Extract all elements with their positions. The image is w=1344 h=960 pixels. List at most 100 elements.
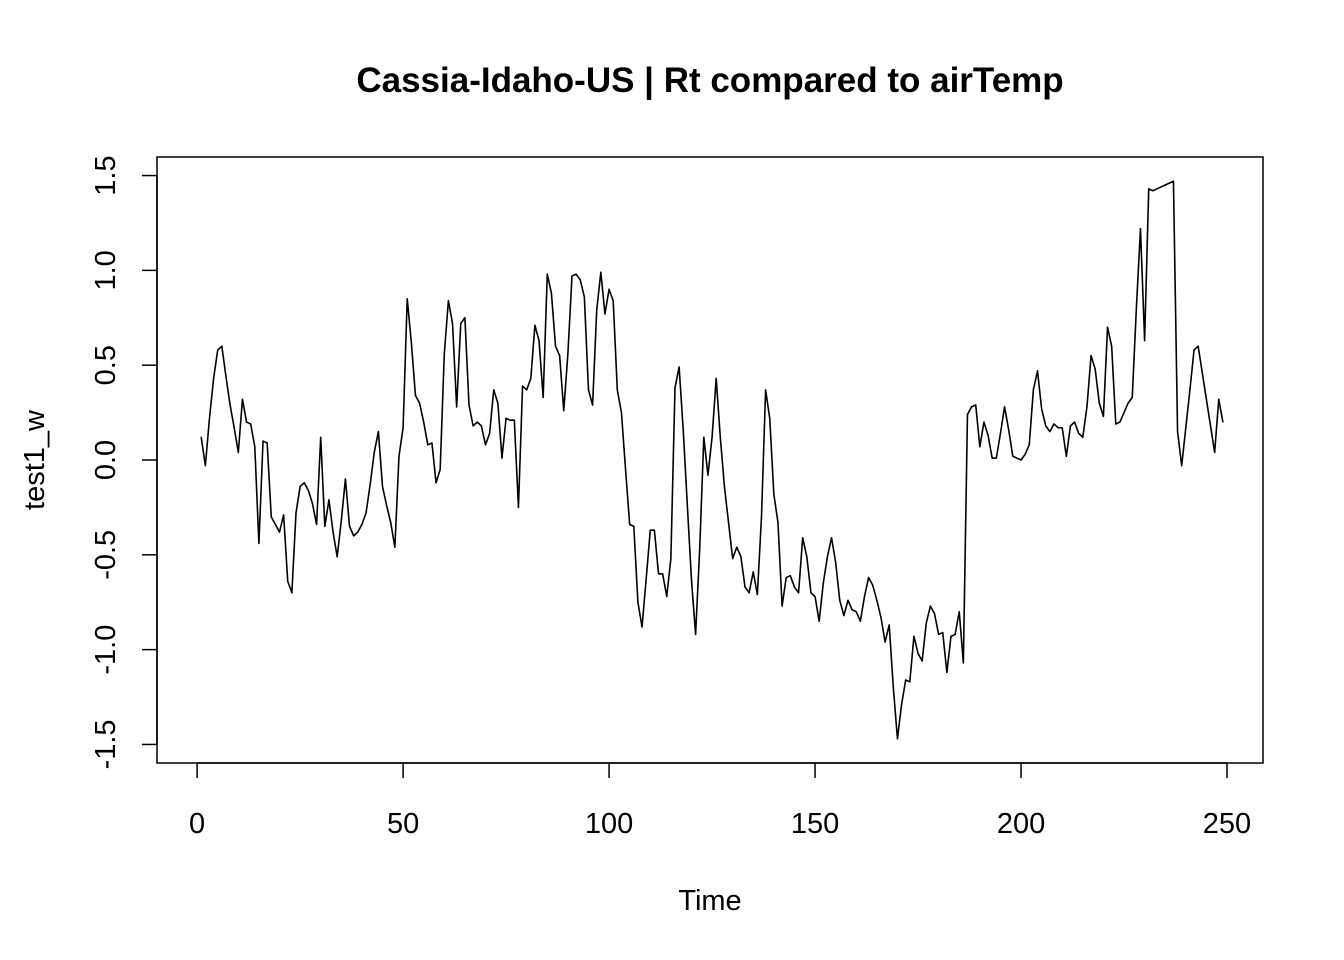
- data-point: [583, 296, 585, 298]
- data-point: [641, 626, 643, 628]
- data-point: [538, 339, 540, 342]
- data-point: [851, 609, 853, 611]
- data-point: [670, 558, 672, 560]
- data-point: [818, 620, 820, 622]
- data-point: [1127, 402, 1129, 404]
- data-point: [262, 440, 264, 442]
- data-point: [1094, 368, 1096, 370]
- data-point: [563, 410, 565, 412]
- data-point: [579, 279, 581, 281]
- data-point: [340, 520, 342, 522]
- y-axis-label: test1_w: [19, 409, 51, 510]
- data-point: [451, 322, 454, 325]
- x-axis: 0 50 100 150 200 250: [189, 762, 1251, 840]
- data-point: [439, 468, 441, 471]
- data-point: [1106, 326, 1109, 328]
- data-point: [662, 573, 664, 575]
- data-point: [723, 485, 726, 488]
- data-point: [880, 616, 882, 619]
- data-point: [1139, 228, 1142, 230]
- data-point: [678, 366, 680, 368]
- data-point: [740, 556, 742, 558]
- data-point: [954, 633, 956, 636]
- data-point: [596, 309, 598, 311]
- data-point: [414, 394, 417, 397]
- data-point: [859, 620, 861, 622]
- data-point: [962, 662, 964, 664]
- data-point: [1041, 408, 1043, 410]
- data-point: [468, 404, 470, 406]
- y-tick-label: 0.0: [90, 440, 122, 480]
- data-point: [1185, 427, 1187, 429]
- data-point: [711, 436, 713, 438]
- data-point: [402, 427, 404, 429]
- data-point: [736, 546, 738, 548]
- data-point: [1061, 427, 1063, 429]
- data-point: [311, 503, 314, 505]
- data-point: [822, 582, 824, 584]
- data-point: [855, 611, 857, 613]
- data-point: [637, 601, 639, 603]
- data-point: [975, 404, 977, 406]
- data-point: [797, 592, 800, 594]
- data-point: [546, 273, 548, 275]
- data-point: [1032, 389, 1034, 391]
- data-point: [810, 592, 812, 594]
- data-point: [933, 613, 936, 615]
- data-point: [748, 592, 750, 594]
- data-point: [241, 398, 244, 400]
- data-point: [1020, 459, 1022, 461]
- data-point: [1218, 398, 1220, 400]
- data-point: [1036, 370, 1039, 372]
- data-point: [1024, 453, 1026, 455]
- data-point: [1028, 444, 1030, 446]
- data-point: [567, 353, 569, 355]
- data-point: [274, 523, 276, 526]
- data-point: [221, 345, 223, 347]
- data-point: [476, 421, 478, 423]
- data-point: [1144, 339, 1146, 342]
- data-point: [785, 576, 787, 579]
- data-point: [1115, 423, 1117, 425]
- data-point: [756, 594, 758, 596]
- data-point: [1119, 421, 1121, 423]
- data-point: [1111, 345, 1113, 347]
- data-point: [620, 411, 623, 414]
- data-point: [1193, 349, 1195, 351]
- data-point: [896, 738, 899, 740]
- data-point: [839, 599, 841, 601]
- data-point: [542, 396, 544, 399]
- data-point: [501, 457, 503, 459]
- data-point: [587, 389, 590, 391]
- data-point: [629, 523, 631, 526]
- data-point: [571, 275, 573, 277]
- data-point: [295, 512, 297, 514]
- data-point: [229, 404, 231, 406]
- data-point: [390, 521, 392, 524]
- data-point: [386, 504, 388, 507]
- data-point: [888, 624, 890, 626]
- data-point: [517, 506, 520, 509]
- data-point: [900, 704, 903, 706]
- data-point: [699, 548, 701, 550]
- series-line: [200, 180, 1224, 740]
- data-point: [575, 273, 577, 275]
- data-point: [1102, 415, 1105, 417]
- data-point: [979, 446, 981, 448]
- data-point: [427, 444, 429, 446]
- data-point: [493, 389, 495, 391]
- data-point: [884, 641, 886, 643]
- data-point: [604, 313, 606, 315]
- x-tick-label: 0: [189, 808, 205, 840]
- data-point: [999, 432, 1002, 435]
- data-point: [732, 558, 734, 560]
- y-tick-label: -1.0: [90, 625, 122, 675]
- data-point: [909, 681, 911, 683]
- x-tick-label: 100: [585, 808, 633, 840]
- data-point: [315, 523, 318, 526]
- data-point: [789, 575, 791, 577]
- data-point: [600, 271, 602, 273]
- data-point: [559, 355, 561, 357]
- data-point: [892, 686, 894, 689]
